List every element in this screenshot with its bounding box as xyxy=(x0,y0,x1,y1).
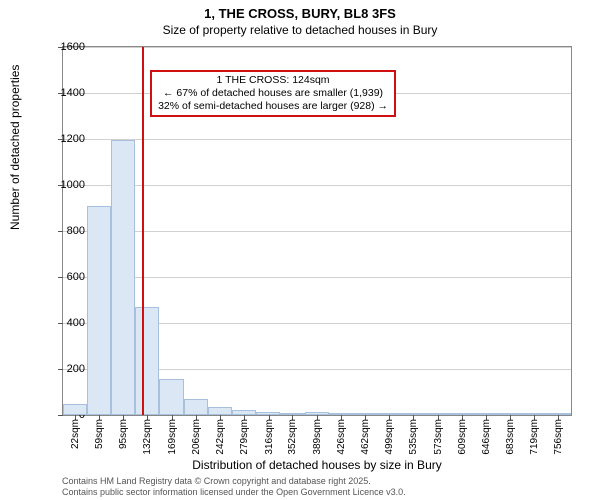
histogram-bar xyxy=(522,413,546,415)
y-axis-label: Number of detached properties xyxy=(8,65,22,230)
histogram-bar xyxy=(547,413,571,415)
xtick-label: 573sqm xyxy=(433,419,444,455)
gridline-h xyxy=(63,47,571,48)
xtick-label: 352sqm xyxy=(287,419,298,455)
ytick-label: 400 xyxy=(67,317,85,329)
histogram-bar xyxy=(208,407,232,415)
xtick-label: 683sqm xyxy=(505,419,516,455)
ytick-label: 1600 xyxy=(61,41,85,53)
histogram-bar xyxy=(184,399,208,415)
footer-attribution: Contains HM Land Registry data © Crown c… xyxy=(62,476,406,498)
marker-vline xyxy=(142,47,144,415)
xtick-label: 646sqm xyxy=(481,419,492,455)
histogram-bar xyxy=(135,307,159,415)
xtick-label: 756sqm xyxy=(553,419,564,455)
ytick-label: 600 xyxy=(67,271,85,283)
ytick-label: 1400 xyxy=(61,87,85,99)
footer-line-1: Contains HM Land Registry data © Crown c… xyxy=(62,476,406,487)
ytick-mark xyxy=(58,231,63,232)
xtick-label: 389sqm xyxy=(312,419,323,455)
xtick-label: 719sqm xyxy=(529,419,540,455)
chart-container: 1, THE CROSS, BURY, BL8 3FS Size of prop… xyxy=(0,0,600,500)
ytick-label: 200 xyxy=(67,363,85,375)
gridline-h xyxy=(63,139,571,140)
histogram-bar xyxy=(280,413,304,415)
gridline-h xyxy=(63,231,571,232)
ytick-mark xyxy=(58,323,63,324)
footer-line-2: Contains public sector information licen… xyxy=(62,487,406,498)
histogram-bar xyxy=(256,412,280,415)
ytick-mark xyxy=(58,415,63,416)
ytick-mark xyxy=(58,369,63,370)
xtick-label: 59sqm xyxy=(94,419,105,449)
xtick-label: 462sqm xyxy=(360,419,371,455)
histogram-bar xyxy=(232,410,256,415)
xtick-label: 279sqm xyxy=(239,419,250,455)
callout-line: 32% of semi-detached houses are larger (… xyxy=(158,100,388,113)
callout-line: 1 THE CROSS: 124sqm xyxy=(158,74,388,87)
xtick-label: 132sqm xyxy=(142,419,153,455)
histogram-bar xyxy=(305,412,329,415)
ytick-label: 800 xyxy=(67,225,85,237)
chart-subtitle: Size of property relative to detached ho… xyxy=(0,23,600,37)
histogram-bar xyxy=(401,413,425,415)
histogram-bar xyxy=(329,413,353,415)
callout-line: ← 67% of detached houses are smaller (1,… xyxy=(158,87,388,100)
ytick-label: 1000 xyxy=(61,179,85,191)
histogram-bar xyxy=(159,379,183,415)
xtick-label: 499sqm xyxy=(384,419,395,455)
chart-title: 1, THE CROSS, BURY, BL8 3FS xyxy=(0,6,600,21)
xtick-label: 95sqm xyxy=(118,419,129,449)
xtick-label: 426sqm xyxy=(336,419,347,455)
xtick-label: 169sqm xyxy=(167,419,178,455)
histogram-bar xyxy=(450,413,474,415)
x-axis-label: Distribution of detached houses by size … xyxy=(62,458,572,472)
gridline-h xyxy=(63,185,571,186)
xtick-label: 609sqm xyxy=(457,419,468,455)
xtick-label: 242sqm xyxy=(215,419,226,455)
histogram-bar xyxy=(353,413,377,415)
histogram-bar xyxy=(111,140,135,415)
ytick-mark xyxy=(58,277,63,278)
xtick-label: 316sqm xyxy=(264,419,275,455)
histogram-bar xyxy=(425,413,449,415)
ytick-label: 1200 xyxy=(61,133,85,145)
histogram-bar xyxy=(474,413,498,415)
xtick-label: 22sqm xyxy=(70,419,81,449)
histogram-bar xyxy=(498,413,522,415)
xtick-label: 535sqm xyxy=(408,419,419,455)
callout-box: 1 THE CROSS: 124sqm← 67% of detached hou… xyxy=(150,70,396,117)
histogram-bar xyxy=(377,413,401,415)
xtick-label: 206sqm xyxy=(191,419,202,455)
histogram-bar xyxy=(87,206,111,415)
gridline-h xyxy=(63,277,571,278)
plot-area: 1 THE CROSS: 124sqm← 67% of detached hou… xyxy=(62,46,572,416)
histogram-bar xyxy=(63,404,87,416)
